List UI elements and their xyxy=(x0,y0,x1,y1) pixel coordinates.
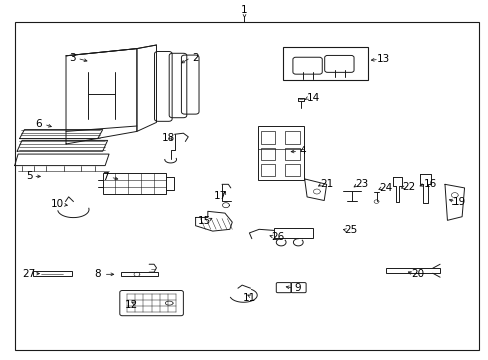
Text: 5: 5 xyxy=(26,171,33,181)
Text: 18: 18 xyxy=(162,132,175,143)
Text: 10: 10 xyxy=(51,199,64,210)
Bar xyxy=(121,272,158,276)
Text: 15: 15 xyxy=(197,216,211,226)
Bar xyxy=(260,131,275,144)
Bar xyxy=(273,228,312,238)
Bar xyxy=(282,47,367,80)
Text: 11: 11 xyxy=(242,293,256,303)
Text: 21: 21 xyxy=(319,179,333,189)
Text: 6: 6 xyxy=(35,119,41,129)
Text: 9: 9 xyxy=(293,283,300,293)
Bar xyxy=(260,164,275,176)
Text: 17: 17 xyxy=(213,191,226,201)
Bar xyxy=(285,164,299,176)
Text: 1: 1 xyxy=(241,5,247,15)
Text: 25: 25 xyxy=(344,225,357,235)
Bar xyxy=(33,271,72,276)
Text: 13: 13 xyxy=(376,54,390,64)
Text: 19: 19 xyxy=(452,197,466,207)
Text: 27: 27 xyxy=(22,269,36,279)
Text: 12: 12 xyxy=(124,300,138,310)
Text: 16: 16 xyxy=(423,179,436,189)
Text: 8: 8 xyxy=(94,269,101,279)
Text: 26: 26 xyxy=(270,232,284,242)
Bar xyxy=(285,148,299,160)
Text: 22: 22 xyxy=(401,182,415,192)
Bar xyxy=(257,126,304,180)
Text: 4: 4 xyxy=(299,146,306,156)
Text: 3: 3 xyxy=(69,53,76,63)
Bar xyxy=(102,173,166,194)
Text: 23: 23 xyxy=(354,179,368,189)
Bar xyxy=(260,148,275,160)
Bar xyxy=(386,268,439,273)
Bar xyxy=(285,131,299,144)
Text: 20: 20 xyxy=(411,269,424,279)
Text: 2: 2 xyxy=(192,53,199,63)
Text: 14: 14 xyxy=(305,93,319,103)
Text: 24: 24 xyxy=(379,183,392,193)
Text: 7: 7 xyxy=(102,172,108,182)
